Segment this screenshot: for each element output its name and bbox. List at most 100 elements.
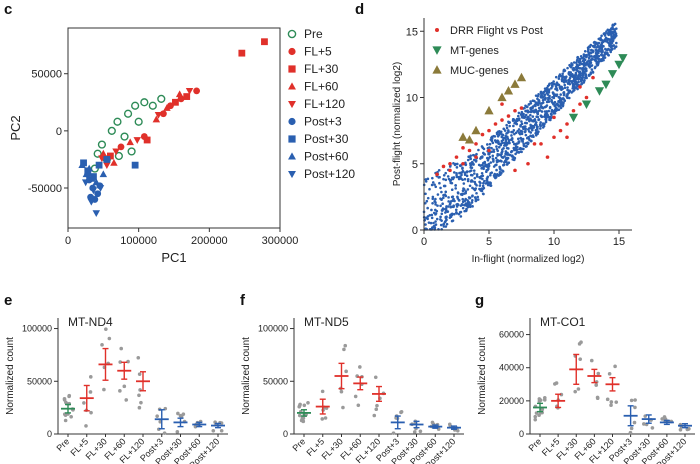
gene-dot	[543, 98, 547, 101]
legend-label: Post+30	[304, 132, 349, 146]
sample-dot	[540, 407, 545, 412]
point-drr-flight-vs-post	[513, 168, 517, 173]
gene-dot	[506, 156, 510, 160]
gene-dot	[516, 129, 519, 133]
point-pre	[93, 149, 102, 158]
gene-dot	[501, 141, 504, 145]
gene-dot	[496, 139, 499, 142]
sample-dot	[219, 428, 224, 433]
sample-dot	[678, 427, 683, 432]
gene-dot	[529, 101, 533, 105]
gene-dot	[503, 141, 507, 145]
sample-dot	[418, 429, 423, 434]
gene-dot	[490, 150, 494, 154]
gene-dot	[576, 69, 579, 73]
gene-dot	[537, 118, 541, 121]
gene-dot	[537, 106, 541, 110]
sample-dot	[650, 426, 655, 430]
gene-dot	[466, 179, 470, 183]
legend-label: FL+30	[304, 62, 339, 76]
point-mt-genes	[568, 113, 579, 123]
gene-dot	[454, 208, 458, 212]
gene-dot	[474, 199, 478, 203]
y-tick-label: 100000	[258, 324, 288, 334]
gene-dot	[527, 103, 531, 106]
point-muc-genes	[497, 92, 507, 102]
gene-dot	[587, 47, 590, 51]
gene-dot	[589, 48, 593, 52]
point-fl-60	[110, 158, 118, 166]
gene-dot	[431, 201, 434, 205]
sample-dot	[88, 375, 93, 379]
gene-dot	[456, 191, 460, 195]
sample-dot	[155, 414, 159, 418]
sample-dot	[137, 405, 142, 410]
gene-dot	[425, 199, 429, 203]
legend-marker	[288, 170, 296, 179]
gene-dot	[609, 50, 613, 54]
y-tick-label: 10	[406, 93, 418, 105]
sample-dot	[302, 403, 307, 408]
gene-dot	[506, 135, 509, 139]
sample-dot	[589, 358, 594, 363]
gene-dot	[476, 198, 480, 201]
gene-dot	[551, 82, 555, 86]
gene-dot	[548, 94, 551, 98]
sample-dot	[373, 375, 378, 380]
gene-dot	[433, 183, 436, 186]
gene-dot	[581, 71, 585, 74]
gene-dot	[570, 91, 573, 94]
gene-dot	[497, 130, 500, 134]
gene-dot	[578, 57, 582, 61]
x-tick-label: 5	[486, 236, 492, 248]
legend-label: FL+120	[304, 97, 345, 111]
point-drr-flight-vs-post	[552, 115, 556, 120]
gene-dot	[461, 206, 465, 210]
gene-dot	[459, 210, 463, 214]
point-drr-flight-vs-post	[435, 172, 439, 177]
point-pre	[148, 101, 157, 110]
gene-dot	[529, 113, 532, 117]
gene-dot	[535, 131, 539, 135]
point-drr-flight-vs-post	[474, 142, 478, 146]
x-axis-title: PC1	[161, 250, 186, 265]
gene-dot	[491, 154, 495, 158]
sample-dot	[356, 403, 361, 408]
gene-dot	[600, 34, 603, 38]
gene-dot	[471, 199, 474, 202]
legend-marker	[288, 47, 296, 56]
gene-dot	[454, 162, 457, 166]
legend-marker	[288, 100, 296, 109]
gene-dot	[486, 158, 490, 162]
gene-dot	[444, 171, 447, 175]
gene-dot	[461, 166, 464, 170]
gene-dot	[554, 75, 558, 79]
gene-dot	[468, 170, 472, 173]
gene-dot	[525, 118, 528, 121]
gene-dot	[572, 66, 576, 70]
gene-dot	[507, 120, 510, 124]
gene-dot	[515, 117, 519, 121]
gene-dot	[557, 77, 561, 80]
sample-dot	[596, 371, 601, 376]
gene-dot	[587, 52, 590, 56]
sample-dot	[298, 402, 302, 407]
gene-dot	[562, 80, 566, 84]
point-drr-flight-vs-post	[480, 132, 485, 137]
gene-dot	[424, 216, 428, 220]
gene-dot	[524, 129, 527, 133]
gene-dot	[439, 204, 442, 208]
gene-dot	[574, 79, 577, 82]
gene-dot	[573, 88, 576, 92]
gene-dot	[593, 66, 597, 70]
sample-dot	[306, 400, 310, 405]
gene-dot	[439, 186, 442, 190]
gene-dot	[592, 44, 595, 48]
gene-dot	[479, 181, 482, 185]
gene-dot	[473, 176, 477, 180]
y-axis-title: PC2	[8, 115, 23, 140]
gene-dot	[457, 212, 461, 216]
gene-dot	[476, 195, 480, 199]
gene-dot	[604, 47, 607, 51]
